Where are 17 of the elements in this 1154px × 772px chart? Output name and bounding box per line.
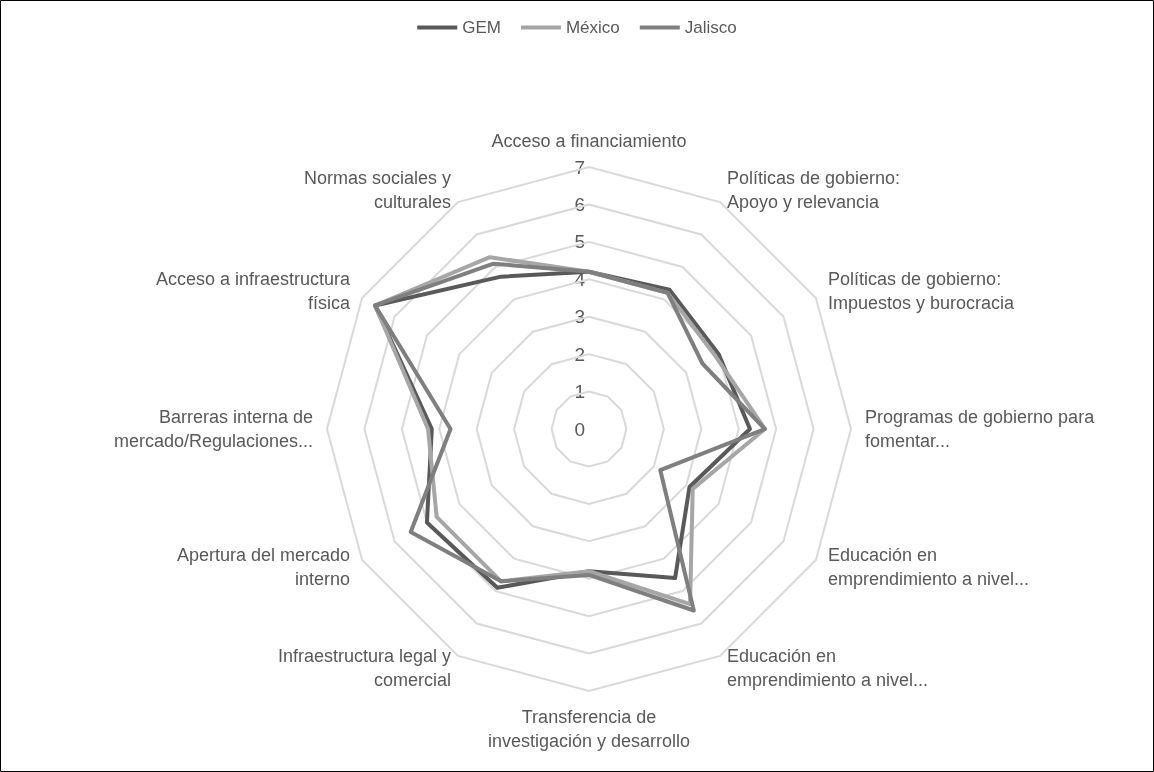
y-tick-label: 7 <box>574 156 585 178</box>
spoke-label: Programas de gobierno para fomentar... <box>865 407 1096 451</box>
spoke-label: Normas sociales y culturales <box>303 167 451 212</box>
legend-label: Jalisco <box>684 18 737 37</box>
spoke-label: Educación en emprendimiento a nivel... <box>727 646 929 691</box>
spoke-label: Barreras interna de mercado/Regulaciones... <box>113 407 313 451</box>
spoke-label: Políticas de gobierno: Impuestos y burocracia <box>828 269 1016 313</box>
y-tick-label: 0 <box>574 418 585 440</box>
spoke-label: Apertura del mercado interno <box>176 545 350 589</box>
spoke-label: Acceso a financiamiento <box>491 131 687 151</box>
spoke-label: Políticas de gobierno: Apoyo y relevancia <box>727 167 901 212</box>
legend-label: GEM <box>462 18 501 37</box>
spoke-label: Transferencia de investigación y desarrollo <box>487 707 691 751</box>
spoke-label: Acceso a infraestructura física <box>155 269 351 313</box>
spoke-label: Infraestructura legal y comercial <box>277 646 451 691</box>
legend-label: México <box>565 18 620 37</box>
spoke-label: Educación en emprendimiento a nivel... <box>828 545 1030 589</box>
